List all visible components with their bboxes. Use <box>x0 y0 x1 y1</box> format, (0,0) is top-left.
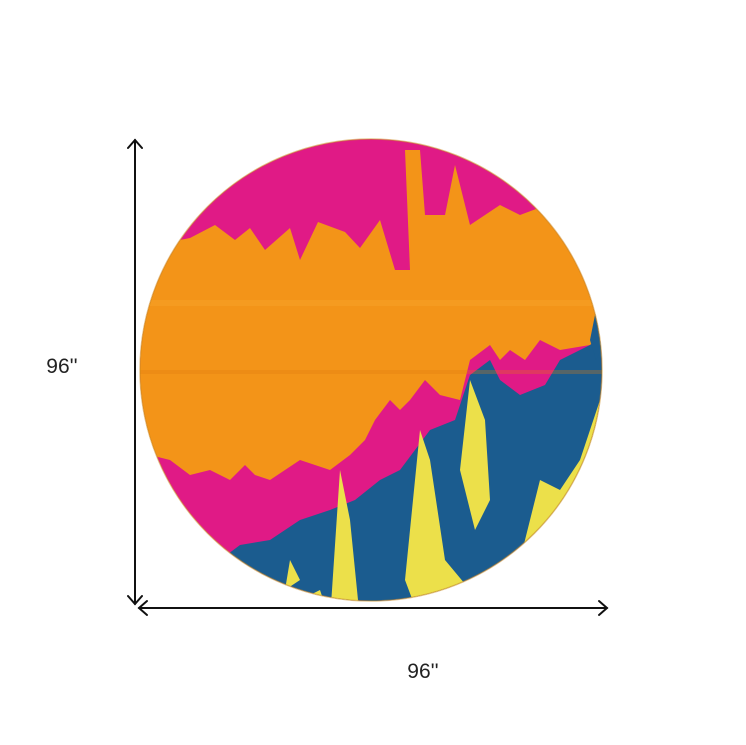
rug-edge <box>139 138 603 602</box>
dimension-arrows <box>127 138 609 616</box>
height-label: 96'' <box>46 355 77 378</box>
rug <box>140 139 602 601</box>
width-label: 96'' <box>407 660 438 683</box>
